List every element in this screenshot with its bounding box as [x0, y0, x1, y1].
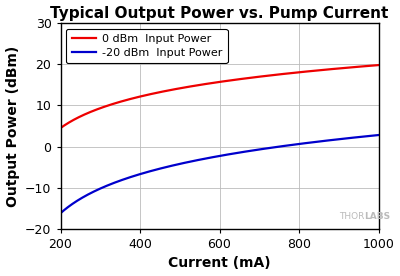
Y-axis label: Output Power (dBm): Output Power (dBm) — [6, 45, 20, 207]
X-axis label: Current (mA): Current (mA) — [168, 256, 271, 270]
-20 dBm  Input Power — [376, 133, 381, 137]
Text: LABS: LABS — [364, 212, 390, 221]
0 dBm  Input Power — [251, 76, 256, 79]
Title: Typical Output Power vs. Pump Current: Typical Output Power vs. Pump Current — [50, 6, 389, 20]
0 dBm  Input Power — [299, 70, 304, 74]
Line: -20 dBm  Input Power: -20 dBm Input Power — [60, 135, 378, 213]
Text: THOR: THOR — [339, 212, 364, 221]
-20 dBm  Input Power — [58, 212, 63, 215]
0 dBm  Input Power — [332, 67, 337, 70]
-20 dBm  Input Power — [78, 197, 82, 201]
0 dBm  Input Power — [78, 115, 82, 118]
0 dBm  Input Power — [261, 75, 266, 78]
0 dBm  Input Power — [376, 63, 381, 67]
Legend: 0 dBm  Input Power, -20 dBm  Input Power: 0 dBm Input Power, -20 dBm Input Power — [66, 29, 228, 63]
Line: 0 dBm  Input Power: 0 dBm Input Power — [60, 65, 378, 128]
-20 dBm  Input Power — [251, 149, 256, 152]
0 dBm  Input Power — [243, 77, 248, 80]
-20 dBm  Input Power — [243, 150, 248, 153]
-20 dBm  Input Power — [332, 138, 337, 141]
0 dBm  Input Power — [58, 126, 63, 130]
-20 dBm  Input Power — [299, 142, 304, 145]
-20 dBm  Input Power — [261, 147, 266, 150]
